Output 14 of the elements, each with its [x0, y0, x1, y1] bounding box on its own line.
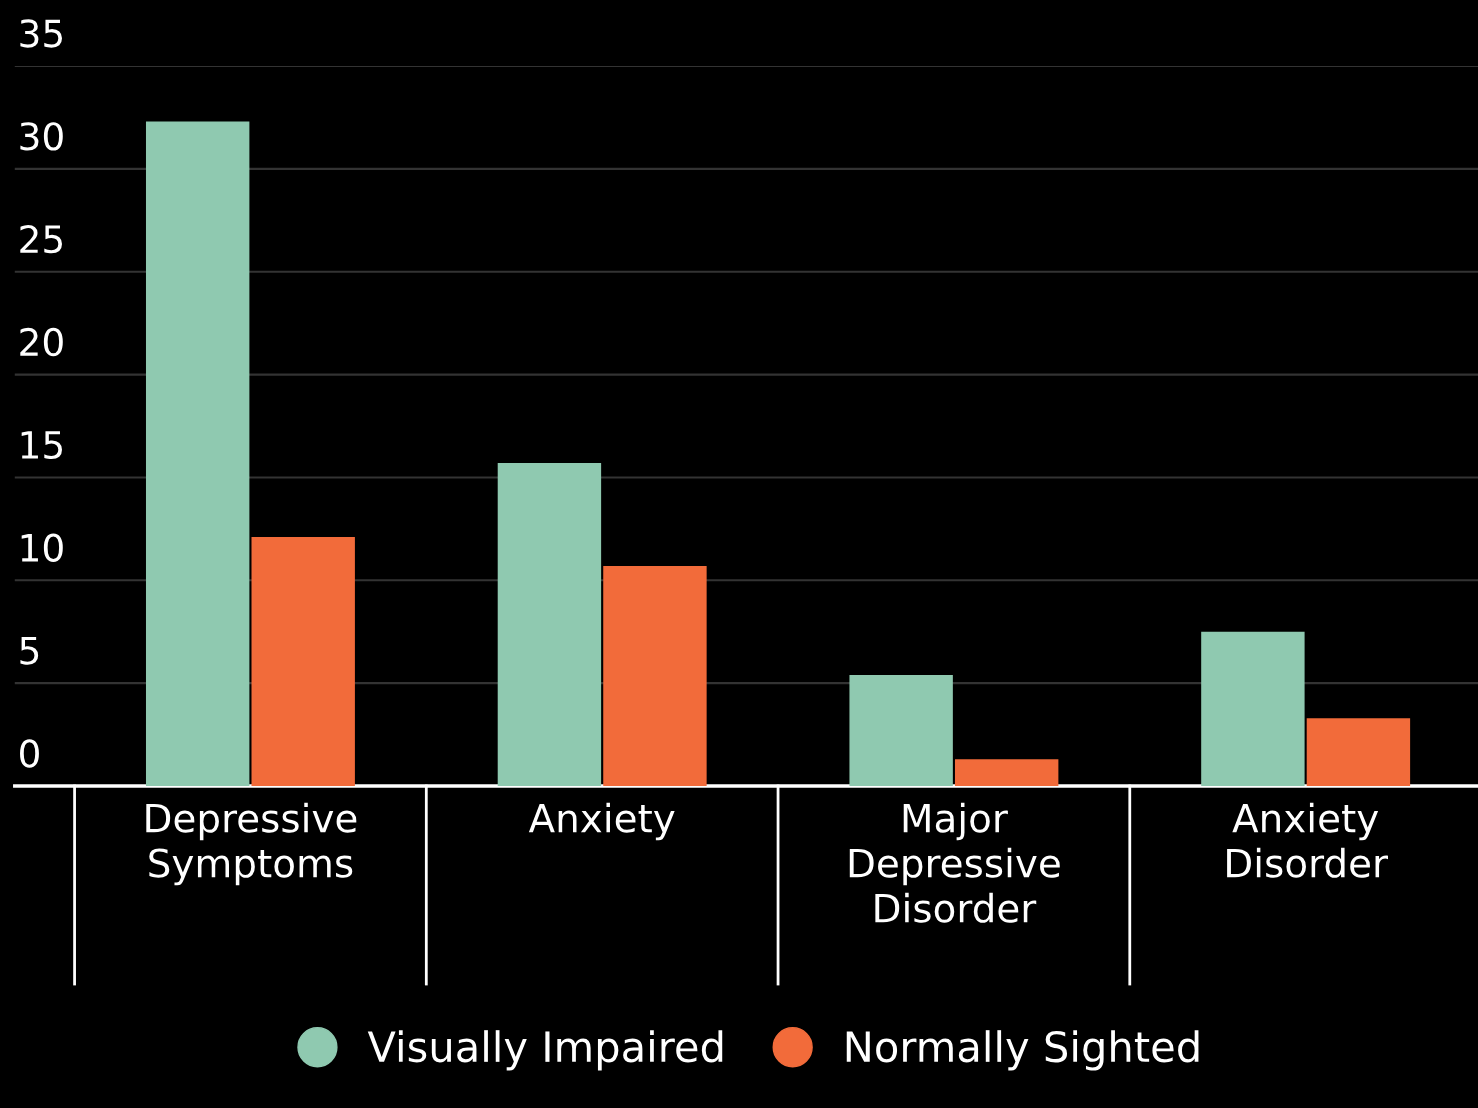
- x-tick-label: Anxiety Disorder: [1227, 802, 1388, 878]
- y-tick-label: 20: [20, 327, 63, 357]
- y-tick-label: 35: [20, 19, 62, 48]
- y-tick-label: 0: [20, 739, 39, 768]
- x-tick-label: Depressive Symptoms: [146, 802, 357, 886]
- y-tick-label: 10: [21, 533, 63, 562]
- x-tick-label: Anxiety: [528, 802, 675, 841]
- y-tick-label: 25: [20, 225, 62, 254]
- x-tick-label: Major Depressive Disorder: [849, 802, 1060, 923]
- legend-label: Normally Sighted: [846, 1030, 1199, 1071]
- legend-label: Visually Impaired: [367, 1030, 723, 1071]
- y-tick-label: 30: [20, 122, 63, 151]
- y-tick-label: 5: [20, 636, 39, 665]
- y-tick-label: 15: [21, 431, 62, 460]
